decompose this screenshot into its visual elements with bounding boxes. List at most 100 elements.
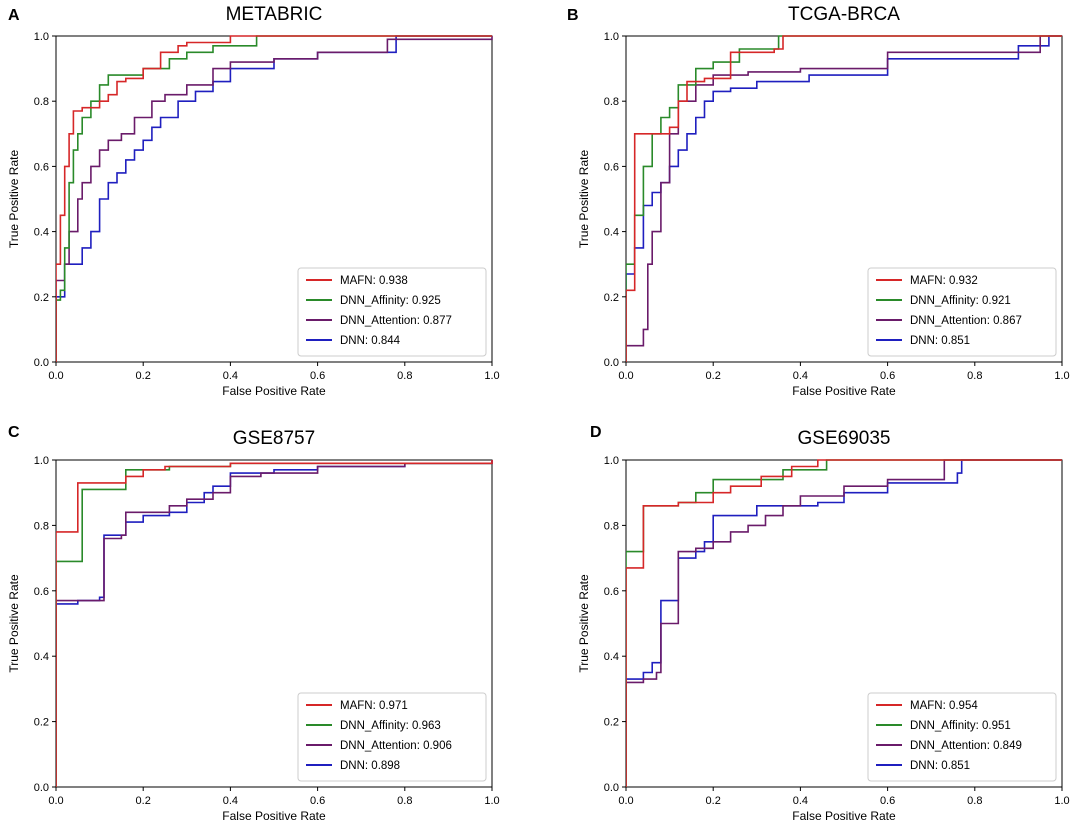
series-group — [56, 35, 493, 362]
x-tick-label: 1.0 — [1054, 370, 1069, 382]
y-tick-label: 0.0 — [604, 357, 619, 369]
y-tick-label: 1.0 — [604, 31, 619, 43]
panel-letter: D — [590, 424, 602, 441]
x-tick-label: 0.0 — [618, 795, 633, 807]
y-tick-label: 0.8 — [34, 96, 49, 108]
legend: MAFN: 0.971 DNN_Affinity: 0.963 DNN_Attent… — [297, 692, 487, 782]
chart-title: GSE69035 — [798, 428, 891, 449]
series-line-mafn — [626, 459, 1062, 787]
x-tick-label: 0.8 — [967, 370, 982, 382]
y-tick-label: 0.6 — [604, 161, 619, 173]
series-line-mafn — [56, 35, 492, 362]
y-axis-label: True Positive Rate — [577, 150, 591, 249]
y-tick-label: 0.0 — [34, 782, 49, 794]
legend-label: MAFN: 0.971 — [340, 700, 408, 712]
x-axis-label: False Positive Rate — [222, 809, 326, 823]
panel-letter: C — [8, 424, 20, 441]
x-tick-label: 1.0 — [1054, 795, 1069, 807]
legend-label: MAFN: 0.932 — [910, 275, 978, 287]
legend-label: DNN_Attention: 0.849 — [910, 740, 1022, 752]
y-axis-label: True Positive Rate — [7, 150, 21, 249]
series-line-dnn — [626, 35, 1062, 362]
series-group — [56, 460, 493, 787]
legend-box — [867, 267, 1057, 357]
y-tick-label: 0.6 — [604, 586, 619, 598]
series-line-dnn — [56, 35, 492, 362]
x-tick-label: 0.2 — [706, 370, 721, 382]
roc-panel-a: A METABRIC 0.0 0.2 0.4 0.6 0.8 1.0 0.0 0.2 0.4 0.6 0… — [7, 4, 500, 398]
legend: MAFN: 0.932 DNN_Affinity: 0.921 DNN_Attent… — [867, 267, 1057, 357]
y-tick-label: 0.0 — [604, 782, 619, 794]
legend: MAFN: 0.954 DNN_Affinity: 0.951 DNN_Attent… — [867, 692, 1057, 782]
y-tick-label: 0.4 — [604, 227, 619, 239]
series-line-mafn — [626, 35, 1062, 362]
legend-label: MAFN: 0.938 — [340, 275, 408, 287]
x-tick-label: 0.2 — [136, 795, 151, 807]
series-line-dnn-affinity — [626, 35, 1062, 362]
y-tick-label: 0.2 — [34, 717, 49, 729]
series-line-dnn-affinity — [56, 35, 492, 362]
legend-label: DNN: 0.844 — [340, 335, 401, 347]
chart-title: TCGA-BRCA — [788, 4, 900, 25]
roc-panel-d: D GSE69035 0.0 0.2 0.4 0.6 0.8 1.0 0.0 0.2 0.4 0.6 0… — [577, 424, 1070, 823]
legend-box — [297, 267, 487, 357]
x-tick-label: 0.0 — [48, 370, 63, 382]
legend-label: DNN_Attention: 0.906 — [340, 740, 452, 752]
x-tick-label: 0.8 — [397, 370, 412, 382]
y-tick-label: 1.0 — [604, 455, 619, 467]
x-tick-label: 0.0 — [618, 370, 633, 382]
legend-label: DNN: 0.851 — [910, 335, 970, 347]
y-tick-label: 0.0 — [34, 357, 49, 369]
x-tick-label: 0.6 — [310, 370, 325, 382]
legend-label: MAFN: 0.954 — [910, 700, 978, 712]
y-tick-label: 0.6 — [34, 586, 49, 598]
y-tick-label: 0.4 — [34, 651, 49, 663]
series-line-dnn-attention — [56, 36, 493, 362]
x-tick-label: 0.2 — [136, 370, 151, 382]
y-tick-label: 1.0 — [34, 455, 49, 467]
chart-title: METABRIC — [226, 4, 323, 25]
series-group — [626, 35, 1062, 362]
y-axis-label: True Positive Rate — [577, 574, 591, 673]
legend-label: DNN_Attention: 0.877 — [340, 315, 452, 327]
x-tick-label: 0.4 — [223, 370, 238, 382]
panel-letter: B — [567, 7, 579, 24]
x-tick-label: 0.6 — [310, 795, 325, 807]
legend-label: DNN_Affinity: 0.963 — [340, 720, 441, 732]
x-axis-label: False Positive Rate — [792, 809, 896, 823]
roc-panel-c: C GSE8757 0.0 0.2 0.4 0.6 0.8 1.0 0.0 0.2 0.4 0.6 0.… — [7, 424, 500, 823]
legend-label: DNN_Affinity: 0.951 — [910, 720, 1011, 732]
series-line-dnn-attention — [56, 460, 493, 787]
series-line-mafn — [56, 460, 493, 787]
x-tick-label: 0.4 — [793, 370, 808, 382]
roc-panel-b: B TCGA-BRCA 0.0 0.2 0.4 0.6 0.8 1.0 0.0 0.2 0.4 0.6… — [567, 4, 1070, 398]
legend-box — [297, 692, 487, 782]
x-axis-label: False Positive Rate — [222, 384, 326, 398]
x-tick-label: 0.8 — [397, 795, 412, 807]
y-tick-label: 0.4 — [604, 651, 619, 663]
y-tick-label: 0.8 — [34, 520, 49, 532]
y-axis-label: True Positive Rate — [7, 574, 21, 673]
panel-letter: A — [8, 7, 20, 24]
x-tick-label: 0.0 — [48, 795, 63, 807]
x-axis-label: False Positive Rate — [792, 384, 896, 398]
y-tick-label: 0.2 — [604, 717, 619, 729]
series-group — [626, 459, 1062, 787]
legend-label: DNN_Affinity: 0.925 — [340, 295, 441, 307]
legend-label: DNN: 0.898 — [340, 760, 400, 772]
y-tick-label: 0.2 — [604, 292, 619, 304]
x-tick-label: 0.6 — [880, 795, 895, 807]
x-tick-label: 0.4 — [793, 795, 808, 807]
legend-label: DNN: 0.851 — [910, 760, 970, 772]
y-tick-label: 0.2 — [34, 292, 49, 304]
series-line-dnn-attention — [626, 459, 1062, 787]
y-tick-label: 0.8 — [604, 520, 619, 532]
x-tick-label: 0.6 — [880, 370, 895, 382]
chart-title: GSE8757 — [233, 428, 315, 449]
y-tick-label: 0.8 — [604, 96, 619, 108]
legend: MAFN: 0.938 DNN_Affinity: 0.925 DNN_Attent… — [297, 267, 487, 357]
x-tick-label: 0.2 — [706, 795, 721, 807]
x-tick-label: 0.8 — [967, 795, 982, 807]
x-tick-label: 1.0 — [484, 795, 499, 807]
